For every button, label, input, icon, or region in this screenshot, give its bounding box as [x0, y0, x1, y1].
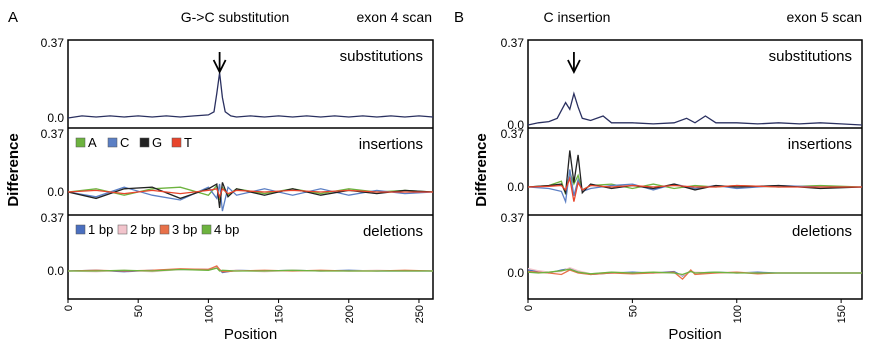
subplot-label: insertions: [359, 136, 423, 153]
legend-swatch: [201, 224, 212, 235]
subplot-insertions: insertions 0.37 0.0: [501, 127, 863, 205]
scan-label: exon 5 scan: [787, 9, 863, 25]
y-tick-label: 0.37: [501, 211, 525, 225]
legend-swatch: [107, 137, 118, 148]
x-tick-label: 100: [203, 305, 215, 323]
subplot-label: substitutions: [769, 48, 852, 65]
subplot-deletions: deletions 0.37 0.0: [501, 211, 862, 280]
panel-title: G->C substitution: [181, 9, 290, 25]
x-axis-label: Position: [224, 326, 277, 343]
y-tick-label: 0.37: [41, 211, 65, 225]
legend-swatch: [75, 137, 86, 148]
legend-label: C: [120, 135, 129, 150]
legend-swatch: [75, 224, 86, 235]
series-line-G: [527, 150, 863, 196]
legend-label: 4 bp: [214, 222, 239, 237]
series-line-T: [527, 175, 862, 202]
x-tick-label: 150: [274, 305, 286, 323]
x-tick-label: 50: [133, 305, 145, 317]
y-tick-label: 0.37: [41, 127, 65, 141]
series-line-C: [527, 169, 862, 205]
x-tick-label: 250: [414, 305, 426, 323]
arrow-head: [567, 59, 581, 75]
series-line-C: [67, 183, 434, 212]
x-tick-label: 200: [344, 305, 356, 323]
legend-label: 1 bp: [88, 222, 113, 237]
legend-swatch: [159, 224, 170, 235]
y-tick-label: 0.0: [47, 264, 64, 278]
panel-letter: A: [8, 9, 18, 26]
y-tick-label: 0.37: [501, 127, 525, 141]
arrow-head: [212, 59, 227, 75]
y-axis-label: Difference: [473, 133, 490, 206]
subplot-deletions: deletions 0.37 0.0 1 bp 2 bp 3 bp 4 bp: [41, 211, 434, 278]
subplot-label: substitutions: [340, 48, 423, 65]
x-tick-label: 150: [836, 305, 848, 323]
panel-a: A G->C substitution exon 4 scan substitutio…: [5, 9, 434, 343]
legend-swatch: [139, 137, 150, 148]
series-line-4bp: [527, 268, 862, 276]
panel-b: B C insertion exon 5 scan substitutions 0.37…: [454, 9, 863, 343]
plot-frame: [67, 39, 434, 300]
subplot-substitutions: substitutions 0.37 0.0: [41, 36, 434, 125]
legend-label: T: [184, 135, 192, 150]
y-tick-label: 0.0: [507, 180, 524, 194]
y-tick-label: 0.0: [507, 118, 524, 132]
subplot-label: insertions: [788, 136, 852, 153]
x-tick-label: 0: [523, 305, 535, 311]
scan-label: exon 4 scan: [357, 9, 433, 25]
series-line-substitution: [527, 91, 863, 126]
y-tick-label: 0.0: [507, 266, 524, 280]
x-axis-label: Position: [668, 326, 721, 343]
panel-letter: B: [454, 9, 464, 26]
subplot-label: deletions: [363, 223, 423, 240]
legend-label: A: [88, 135, 97, 150]
x-tick-label: 100: [732, 305, 744, 323]
y-tick-label: 0.37: [501, 36, 525, 50]
subplot-label: deletions: [792, 223, 852, 240]
legend-swatch: [171, 137, 182, 148]
series-line-4bp: [68, 267, 433, 272]
panel-title: C insertion: [544, 9, 611, 25]
legend-label: 3 bp: [172, 222, 197, 237]
y-tick-label: 0.0: [47, 111, 64, 125]
subplot-insertions: insertions 0.37 0.0 A C G T: [41, 127, 434, 212]
y-tick-label: 0.37: [41, 36, 65, 50]
legend-swatch: [117, 224, 128, 235]
series-line-T: [67, 187, 433, 199]
x-tick-label: 0: [63, 305, 75, 311]
legend-label: 2 bp: [130, 222, 155, 237]
plot-frame: [527, 39, 863, 300]
y-tick-label: 0.0: [47, 185, 64, 199]
x-tick-label: 50: [627, 305, 639, 317]
subplot-substitutions: substitutions 0.37 0.0: [501, 36, 863, 132]
legend-label: G: [152, 135, 162, 150]
y-axis-label: Difference: [5, 133, 22, 206]
series-line-substitution: [67, 72, 434, 119]
